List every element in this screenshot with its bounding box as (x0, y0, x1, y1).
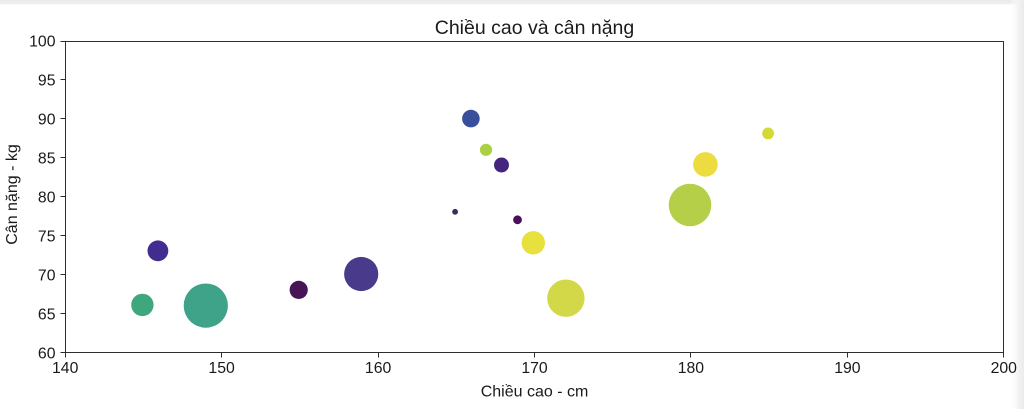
svg-text:100: 100 (29, 34, 56, 51)
svg-text:85: 85 (38, 151, 56, 168)
svg-text:200: 200 (991, 360, 1018, 377)
svg-text:65: 65 (38, 306, 56, 323)
svg-text:80: 80 (38, 190, 56, 207)
svg-text:Chiều cao - cm: Chiều cao - cm (481, 384, 589, 401)
svg-text:70: 70 (38, 267, 56, 284)
svg-text:95: 95 (38, 73, 56, 90)
svg-text:60: 60 (38, 345, 56, 362)
svg-text:Cân nặng - kg: Cân nặng - kg (4, 144, 21, 245)
svg-text:Chiều cao và cân nặng: Chiều cao và cân nặng (435, 17, 634, 39)
svg-text:160: 160 (365, 360, 392, 377)
svg-text:140: 140 (52, 360, 79, 377)
svg-text:75: 75 (38, 229, 56, 246)
svg-text:150: 150 (208, 360, 235, 377)
svg-text:180: 180 (678, 360, 705, 377)
svg-text:190: 190 (834, 360, 861, 377)
svg-text:170: 170 (521, 360, 548, 377)
svg-text:90: 90 (38, 112, 56, 129)
